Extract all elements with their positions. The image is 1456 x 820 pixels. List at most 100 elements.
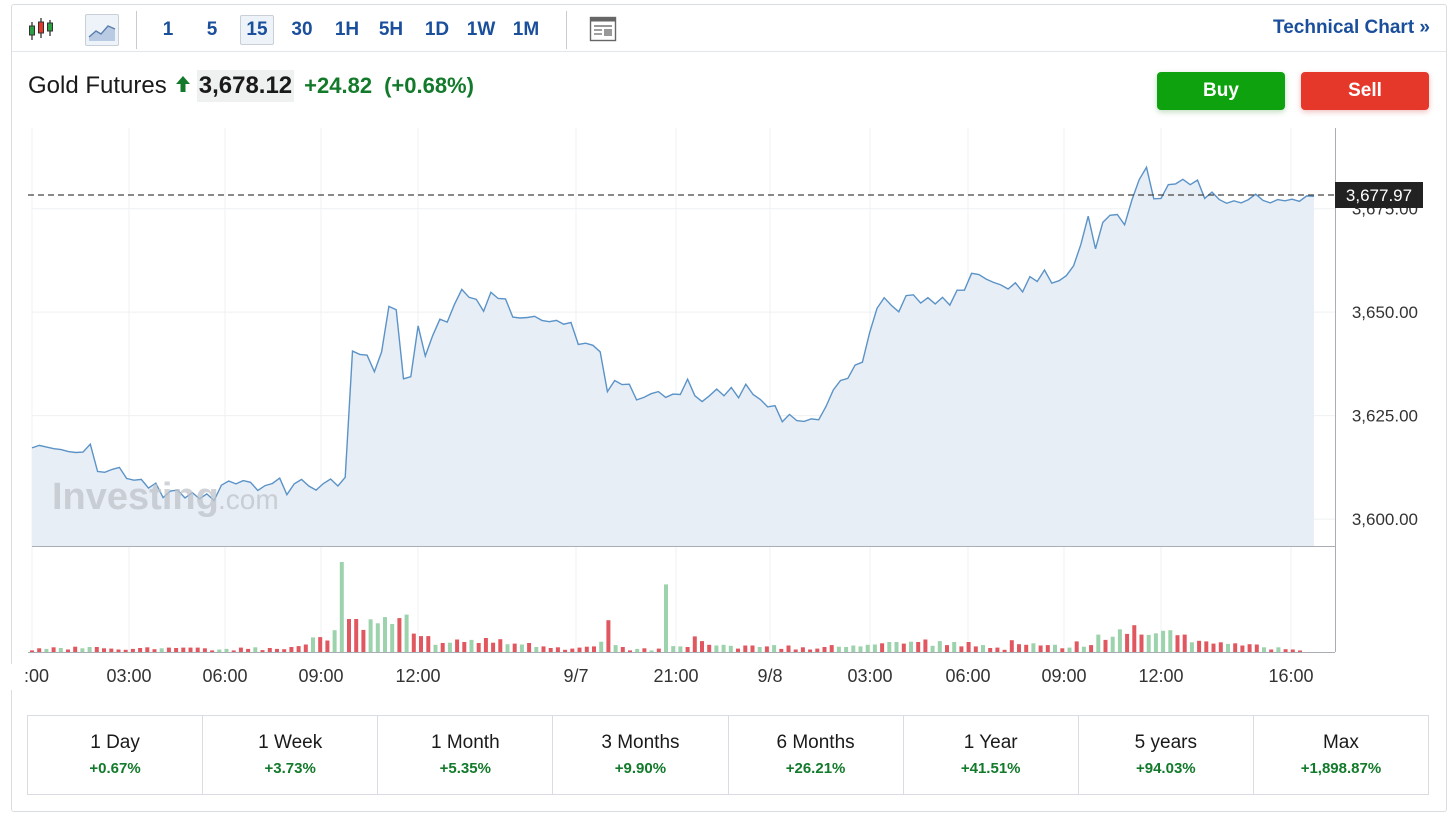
volume-bar — [887, 642, 892, 652]
volume-bar — [145, 647, 150, 652]
volume-bar — [1031, 643, 1036, 652]
volume-bar — [440, 643, 445, 652]
volume-bar — [174, 648, 179, 652]
x-tick-label: :00 — [24, 666, 49, 686]
volume-bar — [1132, 625, 1137, 652]
volume-bar — [664, 584, 668, 652]
volume-bar — [909, 641, 913, 652]
news-layout-icon[interactable] — [588, 14, 620, 46]
interval-30[interactable]: 30 — [291, 19, 313, 40]
arrow-up-icon — [175, 72, 191, 100]
x-tick-label: 03:00 — [847, 666, 892, 686]
volume-bar — [1024, 644, 1029, 652]
volume-bar — [1009, 640, 1014, 652]
volume-bar — [383, 617, 387, 652]
interval-1h[interactable]: 1H — [334, 19, 360, 40]
volume-bar — [1153, 633, 1158, 652]
volume-bar — [1211, 643, 1216, 652]
toolbar-divider — [136, 11, 137, 49]
period-label: 1 Year — [963, 732, 1018, 753]
volume-bar — [1276, 647, 1281, 652]
performance-period[interactable]: 5 years +94.03% — [1079, 716, 1254, 794]
volume-bar — [1218, 642, 1223, 652]
axis-clip — [0, 664, 24, 690]
chart-toolbar: 1 5 15 30 1H 5H 1D 1W 1M Technical Chart… — [12, 5, 1446, 52]
volume-bar — [570, 648, 575, 652]
volume-bar — [238, 647, 243, 652]
area-chart-icon[interactable] — [85, 14, 119, 46]
period-label: Max — [1322, 732, 1359, 753]
volume-bar — [1233, 643, 1238, 652]
volume-bar — [541, 646, 546, 652]
performance-period[interactable]: 1 Week +3.73% — [203, 716, 379, 794]
performance-period[interactable]: Max +1,898.87% — [1254, 716, 1428, 794]
volume-bar — [678, 646, 683, 652]
volume-bar — [858, 646, 863, 652]
volume-bar — [1247, 644, 1252, 652]
volume-bar — [311, 637, 315, 652]
volume-bar — [347, 619, 351, 652]
volume-bar — [1053, 644, 1057, 652]
performance-period[interactable]: 3 Months +9.90% — [553, 716, 729, 794]
technical-chart-link[interactable]: Technical Chart » — [1273, 17, 1430, 38]
volume-bar — [80, 648, 85, 652]
volume-bar — [325, 640, 330, 652]
last-price: 3,678.12 — [196, 70, 295, 102]
interval-1m[interactable]: 1M — [512, 19, 540, 40]
x-tick-label: 9/8 — [757, 666, 782, 686]
volume-bar — [267, 648, 272, 652]
volume-bar — [318, 637, 323, 652]
volume-bar — [30, 650, 34, 652]
volume-bar — [1269, 649, 1274, 652]
volume-bar — [58, 648, 63, 652]
interval-1[interactable]: 1 — [162, 19, 174, 40]
volume-bar — [685, 647, 690, 652]
volume-bar — [253, 647, 258, 652]
volume-bar — [1204, 641, 1209, 652]
volume-bar — [1139, 634, 1144, 652]
volume-bar — [181, 647, 186, 652]
performance-period[interactable]: 1 Day +0.67% — [28, 716, 204, 794]
x-tick-label: 09:00 — [298, 666, 343, 686]
performance-period[interactable]: 1 Year +41.51% — [904, 716, 1079, 794]
y-tick-label: 3,625.00 — [1352, 407, 1418, 426]
volume-bar — [692, 636, 697, 652]
interval-5h[interactable]: 5H — [378, 19, 404, 40]
volume-bar — [116, 649, 121, 652]
volume-bar — [188, 647, 193, 652]
price-change: +24.82 — [304, 73, 373, 98]
current-price-tag — [1335, 182, 1423, 208]
volume-bar — [1240, 645, 1245, 652]
price-chart[interactable]: Investing .com 3,600.00 3,625.00 3,650.00 3… — [0, 0, 1456, 700]
interval-5[interactable]: 5 — [206, 19, 218, 40]
volume-bar — [368, 619, 373, 652]
volume-bar — [786, 645, 791, 652]
volume-bar — [945, 645, 949, 652]
toolbar-divider — [566, 11, 567, 49]
volume-bar — [512, 643, 517, 652]
performance-periods: 1 Day +0.67% 1 Week +3.73% 1 Month +5.35% 3 Mo… — [27, 715, 1429, 795]
performance-period[interactable]: 6 Months +26.21% — [729, 716, 904, 794]
x-tick-label: 06:00 — [202, 666, 247, 686]
performance-period[interactable]: 1 Month +5.35% — [378, 716, 554, 794]
x-tick-label: 06:00 — [945, 666, 990, 686]
interval-15[interactable]: 15 — [240, 15, 274, 45]
candlestick-chart-icon[interactable] — [26, 14, 58, 46]
volume-bar — [865, 644, 870, 652]
interval-1w[interactable]: 1W — [466, 19, 496, 40]
volume-bar — [563, 649, 568, 652]
volume-bar — [973, 646, 978, 652]
volume-bar — [224, 648, 229, 652]
volume-bar — [1146, 634, 1151, 652]
volume-bar — [1117, 629, 1122, 652]
x-tick-label: 12:00 — [395, 666, 440, 686]
volume-bar — [736, 648, 740, 652]
volume-bar — [282, 649, 287, 652]
volume-bar — [952, 642, 957, 652]
sell-button[interactable]: Sell — [1301, 72, 1429, 110]
volume-bar — [707, 644, 712, 652]
volume-bar — [1089, 645, 1094, 652]
interval-1d[interactable]: 1D — [424, 19, 450, 40]
volume-bar — [123, 649, 128, 652]
buy-button[interactable]: Buy — [1157, 72, 1285, 110]
